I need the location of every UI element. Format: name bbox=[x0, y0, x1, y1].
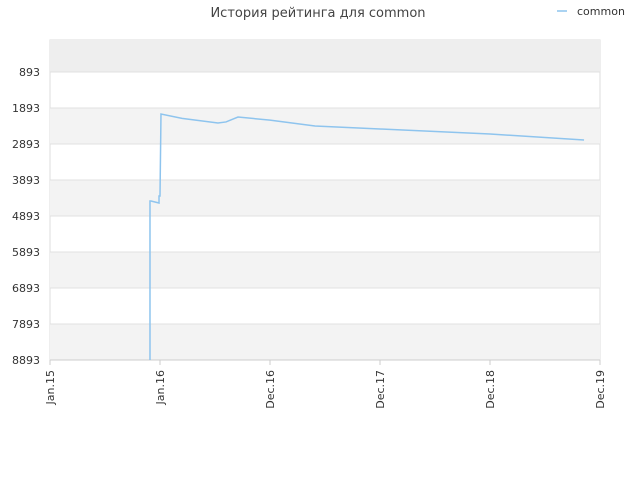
grid-band bbox=[50, 180, 600, 217]
y-tick-label: 6893 bbox=[12, 282, 40, 295]
series-line bbox=[149, 113, 585, 360]
chart-title: История рейтинга для common bbox=[210, 6, 425, 21]
x-tick-label: Dec.17 bbox=[374, 370, 387, 409]
y-tick-label: 4893 bbox=[12, 210, 40, 223]
grid-band bbox=[50, 40, 600, 73]
y-tick-label: 2893 bbox=[12, 138, 40, 151]
x-tick-label: Dec.16 bbox=[264, 370, 277, 409]
y-tick-label: 5893 bbox=[12, 246, 40, 259]
y-tick-label: 1893 bbox=[12, 102, 40, 115]
x-tick-label: Jan.15 bbox=[44, 370, 57, 405]
x-tick-label: Dec.18 bbox=[484, 370, 497, 409]
y-tick-label: 8893 bbox=[12, 354, 40, 367]
x-tick-label: Dec.19 bbox=[594, 370, 607, 409]
grid-band bbox=[50, 324, 600, 360]
y-tick-label: 893 bbox=[19, 66, 40, 79]
y-tick-label: 3893 bbox=[12, 174, 40, 187]
grid-band bbox=[50, 252, 600, 289]
x-tick-label: Jan.16 bbox=[154, 370, 167, 405]
legend-label: common bbox=[577, 5, 625, 18]
y-tick-label: 7893 bbox=[12, 318, 40, 331]
